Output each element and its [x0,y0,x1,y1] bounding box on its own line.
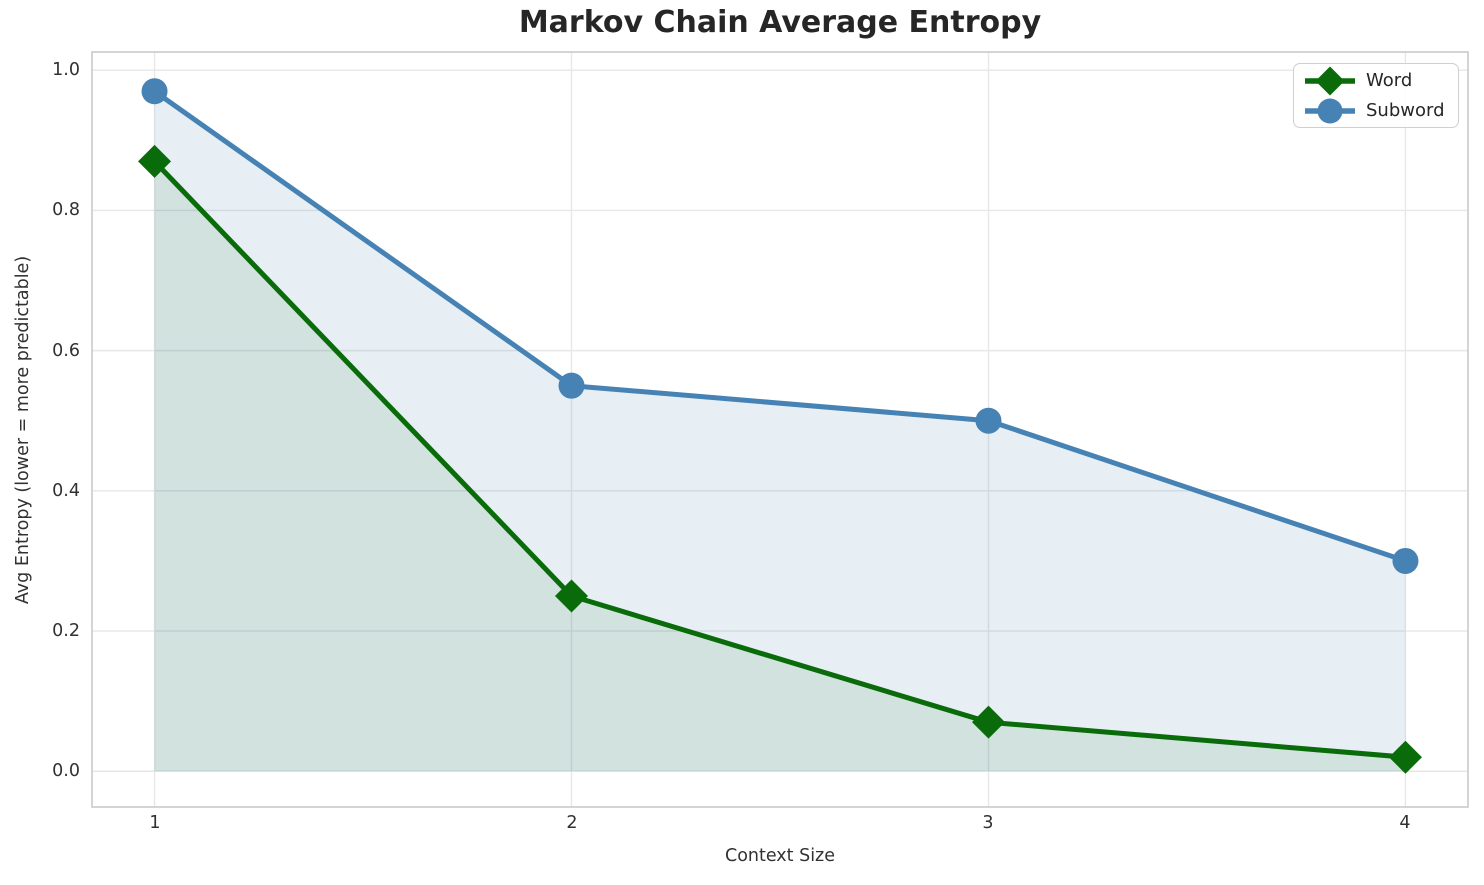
subword-circle-icon [1305,98,1355,123]
word-marker [555,579,589,613]
legend: Word Subword [1293,63,1459,128]
subword-marker [141,78,168,105]
y-axis-label: Avg Entropy (lower = more predictable) [13,255,33,605]
chart-title: Markov Chain Average Entropy [518,5,1042,40]
word-diamond-icon [1305,66,1355,95]
legend-item-subword: Subword [1304,96,1448,126]
subword-marker [975,407,1002,434]
y-tick-label: 0.8 [52,200,80,220]
x-tick-label: 1 [149,813,161,833]
legend-label-subword: Subword [1366,100,1445,121]
legend-label-word: Word [1366,70,1413,91]
x-axis-label: Context Size [724,846,836,866]
word-marker [138,144,172,178]
y-tick-label: 0.2 [52,621,80,641]
subword-marker [558,372,585,399]
subword-marker [1392,547,1419,574]
y-tick-label: 1.0 [52,60,80,80]
x-tick-label: 4 [1399,813,1411,833]
word-line [152,158,1408,760]
plot-border [91,51,1469,808]
y-tick-label: 0.4 [52,481,80,501]
y-tick-label: 0.6 [52,341,80,361]
word-marker [1388,740,1422,774]
word-area [154,161,1406,772]
x-tick-label: 2 [566,813,578,833]
x-tick-label: 3 [982,813,994,833]
y-tick-label: 0.0 [52,761,80,781]
word-marker [971,705,1005,739]
subword-line [152,88,1408,564]
legend-item-word: Word [1304,66,1448,96]
subword-area [154,91,1406,772]
